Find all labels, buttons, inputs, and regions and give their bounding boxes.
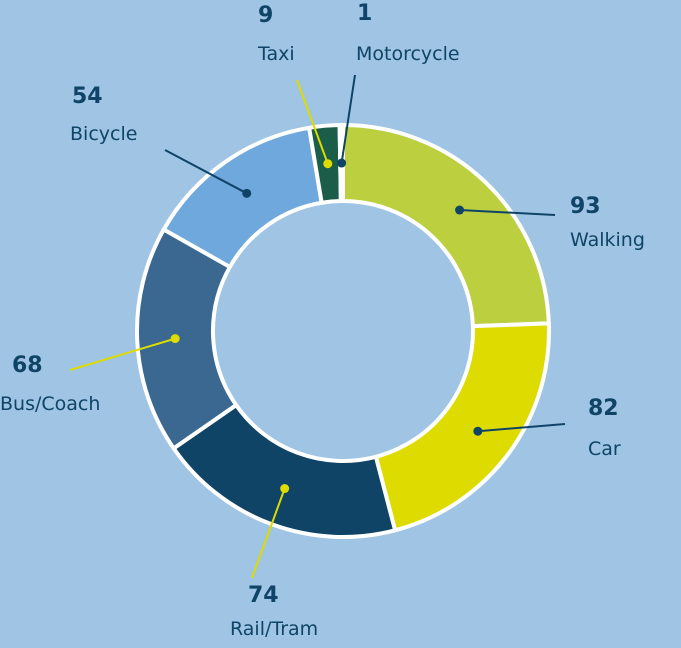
leader-line bbox=[251, 488, 286, 579]
category-label: Motorcycle bbox=[356, 43, 460, 65]
leader-dot bbox=[170, 334, 180, 344]
leader-dot bbox=[323, 159, 333, 169]
value-label: 1 bbox=[357, 1, 372, 26]
category-label: Bicycle bbox=[70, 123, 137, 145]
leader-dot bbox=[242, 188, 252, 198]
leader-line bbox=[477, 423, 566, 433]
leader-line bbox=[340, 74, 356, 164]
leader-dot bbox=[337, 158, 347, 168]
category-label: Bus/Coach bbox=[0, 393, 100, 415]
category-label: Car bbox=[588, 438, 621, 460]
category-label: Walking bbox=[570, 229, 645, 251]
leader-line bbox=[164, 149, 248, 195]
value-label: 93 bbox=[570, 194, 601, 219]
category-label: Taxi bbox=[257, 43, 295, 65]
leader-dot bbox=[455, 205, 465, 215]
value-label: 9 bbox=[258, 3, 273, 28]
donut-segment bbox=[373, 321, 551, 533]
value-label: 54 bbox=[72, 84, 103, 109]
value-label: 82 bbox=[588, 396, 619, 421]
value-label: 74 bbox=[248, 583, 279, 608]
leader-line bbox=[69, 337, 176, 371]
leader-dot bbox=[280, 484, 290, 494]
donut-segment bbox=[171, 403, 398, 539]
category-label: Rail/Tram bbox=[230, 618, 318, 640]
leader-line bbox=[459, 209, 556, 216]
leader-line bbox=[296, 79, 329, 165]
leader-dot bbox=[473, 426, 483, 436]
value-label: 68 bbox=[12, 353, 43, 378]
donut-segment bbox=[341, 123, 551, 329]
